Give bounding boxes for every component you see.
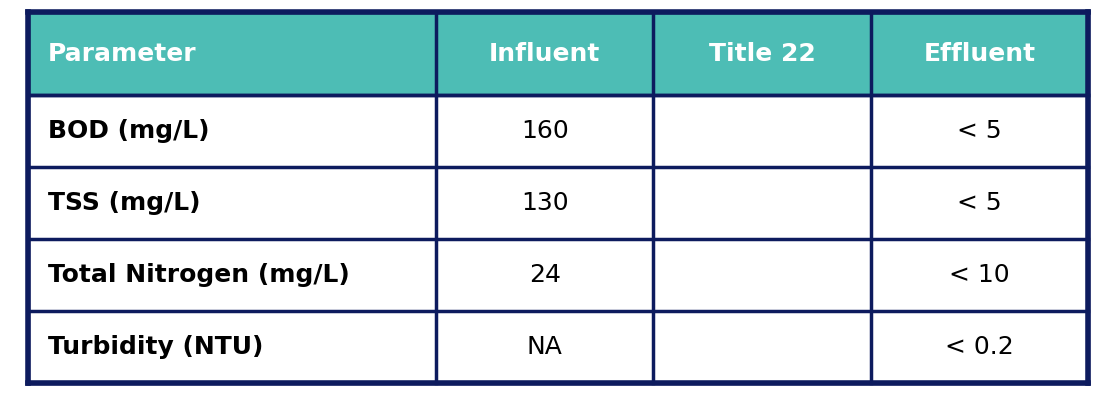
Text: < 5: < 5 [958, 191, 1002, 215]
Bar [28, 96, 436, 167]
Text: 160: 160 [521, 119, 569, 143]
Text: 130: 130 [521, 191, 568, 215]
Text: Effluent: Effluent [923, 41, 1036, 66]
Text: BOD (mg/L): BOD (mg/L) [48, 119, 210, 143]
Bar [436, 311, 653, 383]
Bar [653, 96, 870, 167]
Text: Influent: Influent [489, 41, 600, 66]
Bar [28, 167, 436, 239]
Text: NA: NA [527, 335, 562, 359]
Bar [870, 239, 1088, 311]
Bar [28, 12, 436, 96]
Bar [870, 311, 1088, 383]
Bar [436, 239, 653, 311]
Bar [436, 167, 653, 239]
Bar [653, 167, 870, 239]
Bar [653, 311, 870, 383]
Text: Title 22: Title 22 [709, 41, 816, 66]
Bar [436, 96, 653, 167]
Text: Total Nitrogen (mg/L): Total Nitrogen (mg/L) [48, 263, 349, 287]
Text: Parameter: Parameter [48, 41, 196, 66]
Text: < 5: < 5 [958, 119, 1002, 143]
Bar [870, 167, 1088, 239]
Bar [870, 96, 1088, 167]
Bar [28, 311, 436, 383]
Bar [436, 12, 653, 96]
Bar [870, 12, 1088, 96]
Bar [653, 239, 870, 311]
Text: < 10: < 10 [949, 263, 1010, 287]
Bar [28, 239, 436, 311]
Text: Turbidity (NTU): Turbidity (NTU) [48, 335, 263, 359]
Text: 24: 24 [529, 263, 560, 287]
Text: < 0.2: < 0.2 [945, 335, 1013, 359]
Bar [653, 12, 870, 96]
Text: TSS (mg/L): TSS (mg/L) [48, 191, 201, 215]
